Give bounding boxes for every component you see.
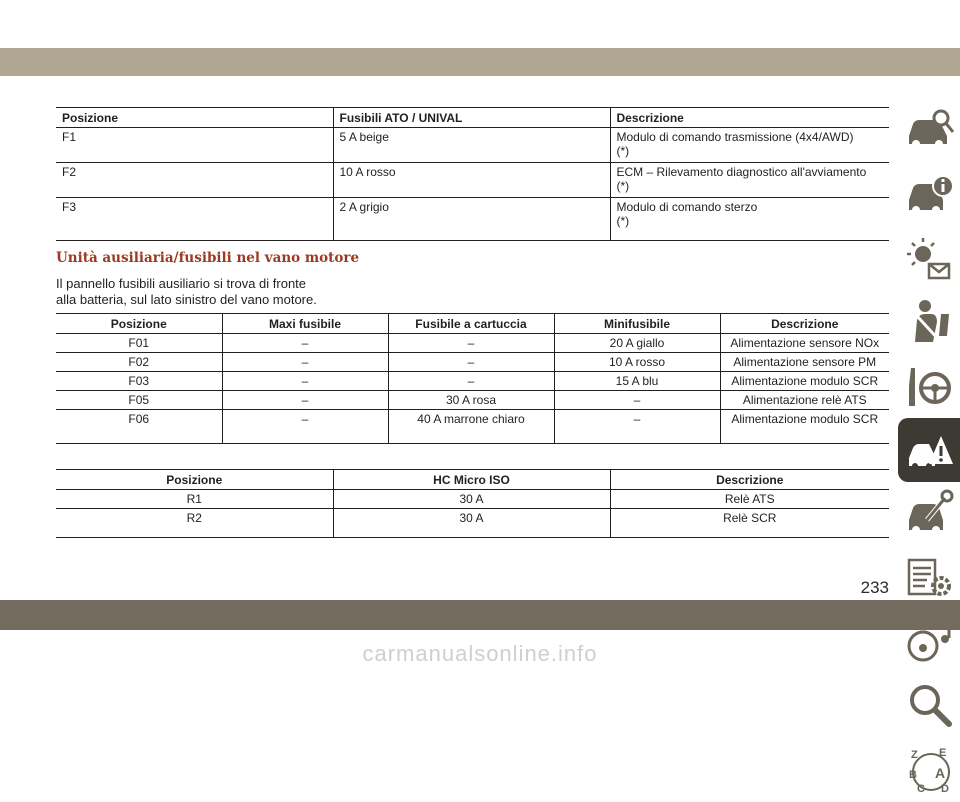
cell: –: [221, 371, 388, 391]
cell: F01: [56, 333, 222, 353]
section-title: Unità ausiliaria/fusibili nel vano motor…: [56, 250, 360, 266]
cell: 10 A rosso: [553, 352, 720, 372]
fuse-table-engine-compartment: Posizione Maxi fusibile Fusibile a cartu…: [56, 313, 889, 444]
cell: Alimentazione sensore PM: [719, 352, 889, 372]
table-row: R1 30 A Relè ATS: [56, 489, 889, 509]
cell-fuse: 10 A rosso: [332, 162, 610, 198]
column-header: HC Micro ISO: [332, 469, 610, 490]
cell: –: [553, 409, 720, 444]
warning-lights-icon: [907, 238, 951, 280]
cell: 40 A marrone chiaro: [387, 409, 554, 444]
column-header: Descrizione: [719, 313, 889, 334]
column-header: Descrizione: [609, 469, 889, 490]
column-header: Posizione: [56, 469, 333, 490]
cell: Relè SCR: [609, 508, 889, 538]
svg-text:Z: Z: [911, 749, 918, 761]
cell: 20 A giallo: [553, 333, 720, 353]
technical-specs-icon: [907, 558, 951, 596]
footer-watermark: carmanualsonline.info: [362, 641, 598, 666]
table-row: F03 – – 15 A blu Alimentazione modulo SC…: [56, 371, 889, 391]
nav-tab-safety[interactable]: [898, 290, 960, 354]
section-intro: Il pannello fusibili ausiliario si trova…: [56, 276, 317, 307]
cell-position: F2: [56, 162, 333, 198]
cell: F03: [56, 371, 222, 391]
table-row: F02 – – 10 A rosso Alimentazione sensore…: [56, 352, 889, 372]
fuse-table-ato-unival: Posizione Fusibili ATO / UNIVAL Descrizi…: [56, 107, 889, 241]
nav-tab-maintenance[interactable]: [898, 482, 960, 546]
cell: –: [387, 333, 554, 353]
nav-tab-search[interactable]: [898, 674, 960, 738]
cell: 15 A blu: [553, 371, 720, 391]
cell: F02: [56, 352, 222, 372]
cell: –: [221, 352, 388, 372]
column-header: Fusibile a cartuccia: [387, 313, 554, 334]
column-header: Fusibili ATO / UNIVAL: [332, 107, 610, 128]
nav-tab-car-key[interactable]: [898, 98, 960, 162]
relay-table: Posizione HC Micro ISO Descrizione R1 30…: [56, 469, 889, 538]
nav-tab-driving[interactable]: [898, 354, 960, 418]
car-key-icon: [909, 109, 955, 148]
cell-fuse: 5 A beige: [332, 127, 610, 163]
cell: Alimentazione modulo SCR: [719, 371, 889, 391]
nav-tab-index[interactable]: Z E B A C D: [898, 738, 960, 802]
roadside-warning-icon: [909, 436, 953, 469]
table-row: F06 – 40 A marrone chiaro – Alimentazion…: [56, 409, 889, 444]
column-header: Posizione: [56, 313, 222, 334]
cell: Relè ATS: [609, 489, 889, 509]
car-maintenance-icon: [909, 489, 954, 534]
column-header: Posizione: [56, 107, 333, 128]
cell: 30 A: [332, 489, 610, 509]
column-header: Maxi fusibile: [221, 313, 388, 334]
cell: R2: [56, 508, 333, 538]
cell: R1: [56, 489, 333, 509]
cell: –: [387, 352, 554, 372]
table-row: F05 – 30 A rosa – Alimentazione relè ATS: [56, 390, 889, 410]
column-header: Minifusibile: [553, 313, 720, 334]
cell: –: [387, 371, 554, 391]
cell-fuse: 2 A grigio: [332, 197, 610, 241]
nav-tab-specs[interactable]: [898, 546, 960, 610]
cell: –: [221, 333, 388, 353]
alphabetical-index-icon: Z E B A C D: [909, 747, 950, 795]
cell: 30 A rosa: [387, 390, 554, 410]
table-row: R2 30 A Relè SCR: [56, 508, 889, 538]
chapter-nav: Z E B A C D: [898, 98, 960, 802]
nav-tab-emergency[interactable]: [898, 418, 960, 482]
cell: F05: [56, 390, 222, 410]
svg-text:C: C: [917, 783, 925, 795]
steering-wheel-icon: [909, 368, 951, 406]
table-row: F01 – – 20 A giallo Alimentazione sensor…: [56, 333, 889, 353]
column-header: Descrizione: [609, 107, 889, 128]
cell: Alimentazione sensore NOx: [719, 333, 889, 353]
nav-tab-dashboard[interactable]: [898, 162, 960, 226]
cell: –: [221, 409, 388, 444]
header-band: [0, 48, 960, 76]
table-row: F2 10 A rosso ECM – Rilevamento diagnost…: [56, 162, 889, 198]
table-row: F3 2 A grigio Modulo di comando sterzo (*…: [56, 197, 889, 241]
cell-description: Modulo di comando sterzo (*): [609, 197, 889, 241]
svg-text:D: D: [941, 783, 949, 795]
nav-tab-warning-lights[interactable]: [898, 226, 960, 290]
cell-description: Modulo di comando trasmissione (4x4/AWD)…: [609, 127, 889, 163]
cell: 30 A: [332, 508, 610, 538]
svg-text:A: A: [935, 765, 945, 781]
cell: –: [553, 390, 720, 410]
search-index-icon: [910, 685, 952, 727]
cell-position: F3: [56, 197, 333, 241]
page-number: 233: [860, 578, 889, 597]
cell: –: [221, 390, 388, 410]
cell-description: ECM – Rilevamento diagnostico all'avviam…: [609, 162, 889, 198]
cell: Alimentazione modulo SCR: [719, 409, 889, 444]
svg-text:B: B: [909, 769, 917, 781]
seatbelt-safety-icon: [915, 300, 949, 342]
cell: F06: [56, 409, 222, 444]
dashboard-info-icon: [909, 175, 954, 214]
svg-text:E: E: [939, 747, 946, 759]
footer-band: [0, 600, 960, 630]
cell: Alimentazione relè ATS: [719, 390, 889, 410]
cell-position: F1: [56, 127, 333, 163]
table-row: F1 5 A beige Modulo di comando trasmissi…: [56, 127, 889, 163]
